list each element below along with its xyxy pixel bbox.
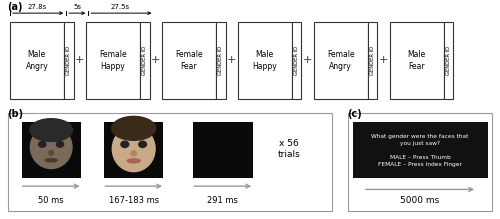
Text: 27.5s: 27.5s [110,4,130,10]
Ellipse shape [127,159,140,163]
Bar [22,122,81,178]
Text: Female
Happy: Female Happy [99,50,126,71]
Text: (b): (b) [6,110,23,120]
Bar [314,22,368,99]
Text: Male
Angry: Male Angry [26,50,48,71]
Text: +: + [227,55,236,65]
Text: +: + [379,55,388,65]
Text: +: + [303,55,312,65]
Ellipse shape [112,126,155,172]
Bar [64,22,74,99]
Text: GENDER ID: GENDER ID [294,46,299,75]
Text: 27.8s: 27.8s [27,4,46,10]
Text: GENDER ID: GENDER ID [66,46,71,75]
Text: GENDER ID: GENDER ID [218,46,223,75]
Bar [368,22,378,99]
Ellipse shape [112,117,156,140]
Bar [352,122,488,178]
Text: +: + [75,55,85,65]
Text: Male
Happy: Male Happy [252,50,277,71]
Text: 291 ms: 291 ms [208,196,238,205]
Text: GENDER ID: GENDER ID [370,46,375,75]
Bar [162,22,216,99]
Ellipse shape [138,141,146,147]
Text: GENDER ID: GENDER ID [142,46,147,75]
Text: (c): (c) [347,110,362,120]
Bar [444,22,454,99]
Text: +: + [151,55,160,65]
Text: Female
Angry: Female Angry [327,50,354,71]
Bar [292,22,302,99]
Text: (a): (a) [8,2,23,12]
Bar [86,22,140,99]
Text: 5s: 5s [74,4,82,10]
Bar [140,22,149,99]
Text: Male
Fear: Male Fear [408,50,426,71]
Ellipse shape [46,159,57,162]
Ellipse shape [121,141,128,147]
Bar [216,22,226,99]
Text: 167-183 ms: 167-183 ms [108,196,159,205]
Ellipse shape [56,141,64,147]
Bar [104,122,164,178]
Bar [390,22,444,99]
Bar [238,22,292,99]
Text: x 56
trials: x 56 trials [278,139,300,159]
Ellipse shape [30,119,72,141]
Bar [193,122,252,178]
Text: GENDER ID: GENDER ID [446,46,451,75]
Text: 50 ms: 50 ms [38,196,64,205]
Ellipse shape [38,141,46,147]
Text: 5000 ms: 5000 ms [400,196,440,205]
Ellipse shape [49,151,54,155]
Ellipse shape [30,126,72,169]
Text: Female
Fear: Female Fear [175,50,203,71]
Text: What gender were the faces that
you just saw?

MALE – Press Thumb
FEMALE – Press: What gender were the faces that you just… [372,134,468,166]
Bar [10,22,64,99]
Ellipse shape [131,151,136,156]
